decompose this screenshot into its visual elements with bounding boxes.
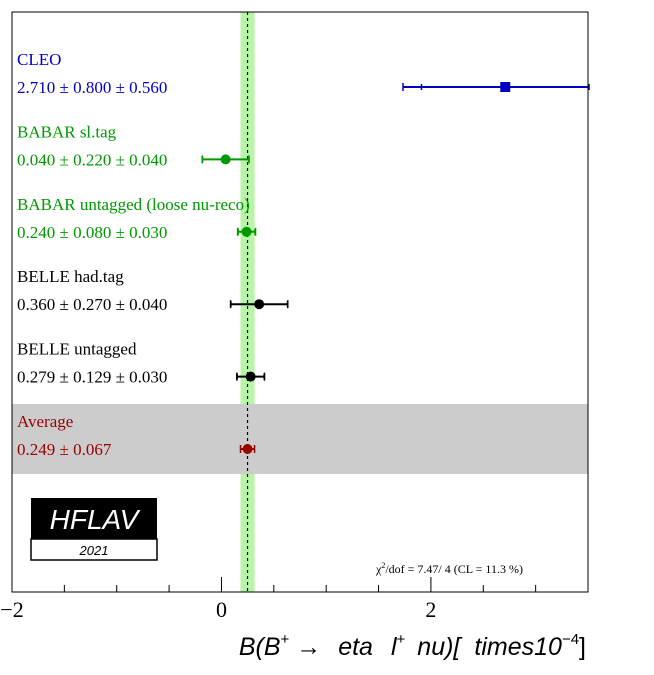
measurement-value: 0.249 ± 0.067 <box>17 440 112 459</box>
measurement-row: Average 0.249 ± 0.067 <box>17 412 256 459</box>
measurement-row: CLEO 2.710 ± 0.800 ± 0.560 <box>17 50 590 97</box>
measurement-value: 2.710 ± 0.800 ± 0.560 <box>17 78 167 97</box>
measurement-row: BABAR sl.tag 0.040 ± 0.220 ± 0.040 <box>17 122 250 169</box>
measurement-value: 0.360 ± 0.270 ± 0.040 <box>17 295 167 314</box>
average-row-background <box>12 404 588 474</box>
hflav-logo: HFLAV 2021 <box>30 498 158 561</box>
central-value-marker <box>242 444 253 454</box>
central-value-marker <box>241 226 252 237</box>
central-value-marker <box>220 154 231 165</box>
central-value-marker <box>500 82 511 92</box>
measurement-label: BELLE untagged <box>17 340 137 359</box>
logo-title: HFLAV <box>50 504 141 535</box>
measurement-value: 0.279 ± 0.129 ± 0.030 <box>17 368 167 387</box>
measurement-row: BELLE untagged 0.279 ± 0.129 ± 0.030 <box>17 340 266 387</box>
measurement-value: 0.040 ± 0.220 ± 0.040 <box>17 150 167 169</box>
measurement-label: BABAR sl.tag <box>17 122 117 141</box>
tick-label: −2 <box>0 597 23 622</box>
measurement-label: Average <box>17 412 73 431</box>
measurement-label: CLEO <box>17 50 61 69</box>
plot-frame <box>11 11 589 593</box>
tick-label: 0 <box>216 597 227 622</box>
measurement-row: BABAR untagged (loose nu-reco) 0.240 ± 0.… <box>17 195 257 242</box>
measurement-layer: CLEO 2.710 ± 0.800 ± 0.560 BABAR sl.tag 0.0… <box>17 50 590 459</box>
chi2-annotation: χ2/dof = 7.47/ 4 (CL = 11.3 %) <box>375 561 523 576</box>
x-axis-ticks: −2 0 2 <box>0 577 589 622</box>
tick-label: 2 <box>425 597 436 622</box>
central-value-marker <box>245 371 256 382</box>
logo-year: 2021 <box>79 543 109 558</box>
x-axis-title: B(B+ → eta l+ nu)[times10−4] <box>239 631 586 661</box>
central-value-marker <box>254 299 265 310</box>
measurement-label: BELLE had.tag <box>17 267 124 286</box>
measurement-label: BABAR untagged (loose nu-reco) <box>17 195 250 214</box>
measurement-value: 0.240 ± 0.080 ± 0.030 <box>17 223 167 242</box>
measurement-row: BELLE had.tag 0.360 ± 0.270 ± 0.040 <box>17 267 289 314</box>
